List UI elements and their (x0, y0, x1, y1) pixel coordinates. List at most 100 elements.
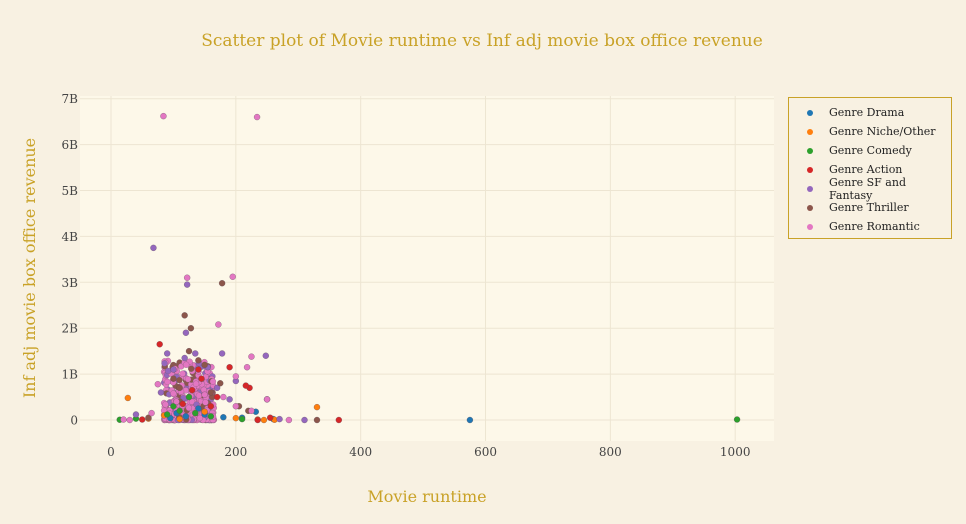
data-point (466, 416, 474, 424)
data-point (120, 416, 127, 423)
data-point (179, 400, 186, 408)
cluster-point (209, 378, 217, 385)
legend-marker-icon (807, 185, 813, 192)
legend-item[interactable]: Genre Drama (789, 103, 951, 122)
data-point (154, 381, 161, 388)
data-point (195, 405, 202, 412)
data-point (176, 415, 183, 423)
data-point (248, 353, 255, 360)
cluster-point (192, 380, 200, 387)
data-point (185, 393, 193, 401)
cluster-point (188, 398, 196, 405)
data-point (267, 414, 274, 421)
data-point (276, 415, 283, 423)
legend-item[interactable]: Genre Romantic (789, 217, 951, 236)
data-point (124, 394, 132, 402)
y-axis-label: Inf adj movie box office revenue (20, 138, 39, 398)
data-point (198, 375, 205, 382)
data-point (335, 416, 342, 424)
data-point (192, 409, 199, 417)
data-point (229, 273, 236, 280)
data-point (176, 407, 183, 414)
data-point (254, 416, 261, 424)
data-point (253, 113, 261, 121)
data-point (192, 350, 199, 357)
data-point (170, 375, 177, 382)
x-axis-label: Movie runtime (367, 487, 486, 506)
legend-marker-icon (807, 128, 813, 135)
legend-label: Genre Comedy (829, 144, 912, 157)
data-point (313, 403, 321, 411)
data-point (220, 393, 227, 401)
data-point (238, 415, 246, 423)
cluster-point (196, 414, 204, 422)
data-point (126, 416, 133, 424)
cluster-point (164, 378, 171, 386)
data-point (145, 414, 152, 421)
cluster-point (195, 392, 203, 399)
legend-marker-icon (807, 147, 813, 154)
data-point (182, 329, 190, 336)
legend-label: Genre Niche/Other (829, 125, 936, 138)
chart-title: Scatter plot of Movie runtime vs Inf adj… (201, 31, 763, 51)
data-point (232, 373, 239, 380)
tick-layer: 0 200 400 600 800 1000 0 1B 2B 3B 4B 5B 6B 7B (62, 92, 751, 459)
data-point (260, 416, 268, 424)
legend-marker-icon (807, 109, 813, 116)
x-tick-label: 0 (107, 445, 115, 459)
x-tick-label: 600 (474, 445, 497, 459)
data-point (226, 364, 233, 371)
y-tick-label: 5B (62, 184, 79, 198)
legend-item[interactable]: Genre Action (789, 160, 951, 179)
data-point (185, 347, 193, 355)
y-tick-label: 7B (62, 92, 79, 106)
data-point (217, 380, 224, 387)
data-point (248, 407, 255, 414)
legend-marker-icon (807, 204, 813, 211)
cluster-point (170, 390, 177, 397)
data-point (184, 274, 191, 281)
data-point (201, 408, 208, 415)
cluster-point (179, 370, 186, 377)
legend-item[interactable]: Genre Comedy (789, 141, 951, 160)
legend-label: Genre Drama (829, 106, 905, 119)
data-point (157, 389, 165, 396)
data-point (201, 391, 208, 398)
data-point (188, 387, 196, 394)
data-point (207, 403, 215, 410)
legend-label: Genre SF and Fantasy (829, 175, 906, 202)
cluster-point (183, 361, 190, 368)
legend-item[interactable]: Genre Thriller (789, 198, 951, 217)
legend-item[interactable]: Genre SF and Fantasy (789, 176, 951, 202)
data-point (215, 321, 222, 328)
data-point (170, 403, 177, 410)
data-point (218, 280, 226, 287)
data-point (195, 357, 202, 364)
y-tick-label: 1B (62, 368, 79, 382)
data-point (173, 398, 180, 405)
cluster-point (188, 365, 195, 372)
data-point (220, 414, 227, 421)
data-point (164, 411, 171, 418)
data-point (226, 396, 233, 403)
legend-marker-icon (807, 166, 813, 173)
data-point (181, 312, 188, 319)
x-tick-label: 400 (349, 445, 372, 459)
points-layer (116, 112, 741, 424)
data-point (301, 416, 308, 424)
data-point (263, 396, 271, 403)
x-tick-label: 1000 (720, 445, 751, 459)
data-point (218, 350, 226, 357)
cluster-point (184, 376, 192, 383)
data-point (201, 361, 208, 369)
data-point (733, 416, 741, 423)
legend-item[interactable]: Genre Niche/Other (789, 122, 951, 141)
x-tick-label: 200 (224, 445, 247, 459)
y-tick-label: 3B (62, 276, 79, 290)
cluster-point (202, 399, 209, 406)
data-point (232, 403, 239, 410)
y-tick-label: 0 (70, 414, 78, 428)
data-point (132, 411, 140, 418)
data-point (160, 112, 167, 120)
